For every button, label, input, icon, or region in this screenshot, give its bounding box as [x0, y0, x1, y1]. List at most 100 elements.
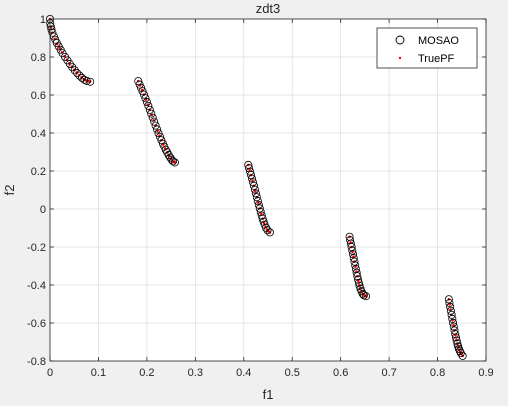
mosao-point — [350, 257, 359, 266]
legend-marker-truepf — [398, 56, 402, 60]
mosao-point — [170, 158, 179, 167]
mosao-point — [456, 349, 465, 358]
mosao-point — [139, 90, 148, 99]
x-tick-label: 0.4 — [236, 367, 251, 379]
mosao-series — [46, 14, 467, 360]
y-axis-label: f2 — [2, 185, 17, 196]
mosao-point — [446, 306, 455, 315]
truepf-point — [454, 333, 457, 337]
mosao-point — [263, 226, 272, 235]
mosao-point — [68, 63, 77, 72]
mosao-point — [446, 302, 455, 311]
truepf-point — [248, 168, 251, 171]
mosao-point — [75, 71, 84, 80]
mosao-point — [155, 132, 164, 141]
chart-title: zdt3 — [256, 1, 281, 16]
legend-label-truepf: TruePF — [418, 53, 455, 65]
mosao-point — [77, 73, 86, 82]
mosao-point — [142, 98, 151, 107]
mosao-point — [153, 125, 162, 134]
legend-marker-mosao — [395, 35, 405, 45]
mosao-point — [451, 333, 460, 342]
mosao-point — [248, 178, 257, 187]
mosao-point — [351, 261, 360, 270]
mosao-point — [258, 214, 267, 223]
truepf-point — [265, 228, 269, 231]
x-tick-label: 0.9 — [478, 367, 493, 379]
mosao-point — [452, 336, 461, 345]
ticks — [49, 18, 487, 362]
mosao-point — [251, 189, 260, 198]
mosao-point — [70, 66, 79, 75]
mosao-point — [169, 157, 178, 166]
mosao-point — [448, 314, 457, 323]
mosao-point — [46, 22, 55, 31]
mosao-point — [349, 250, 358, 259]
mosao-point — [138, 87, 147, 96]
truepf-point — [58, 46, 61, 50]
mosao-point — [48, 28, 57, 37]
mosao-point — [247, 170, 256, 179]
mosao-point — [249, 181, 258, 190]
y-tick-label: 0.8 — [31, 52, 46, 64]
x-tick-label: 0.8 — [430, 367, 445, 379]
mosao-point — [455, 347, 464, 356]
mosao-point — [144, 101, 153, 110]
mosao-point — [257, 211, 266, 220]
y-tick-label: 1 — [40, 14, 46, 26]
mosao-point — [164, 151, 173, 160]
mosao-point — [141, 94, 150, 103]
mosao-point — [145, 105, 154, 114]
y-tick-label: -0.6 — [27, 318, 46, 330]
truepf-point — [257, 201, 260, 205]
mosao-point — [254, 200, 263, 209]
mosao-point — [86, 77, 95, 86]
mosao-point — [362, 292, 371, 301]
mosao-point — [151, 121, 160, 130]
mosao-point — [82, 76, 91, 85]
x-tick-label: 0.7 — [381, 367, 396, 379]
x-tick-label: 0.3 — [188, 367, 203, 379]
y-tick-label: 0.2 — [31, 166, 46, 178]
mosao-point — [348, 246, 357, 255]
mosao-point — [354, 275, 363, 284]
mosao-point — [447, 310, 456, 319]
mosao-point — [157, 136, 166, 145]
mosao-point — [265, 228, 274, 237]
mosao-point — [449, 318, 458, 327]
legend-label-mosao: MOSAO — [418, 35, 459, 47]
mosao-point — [147, 109, 156, 118]
mosao-point — [253, 197, 262, 206]
x-tick-label: 0.2 — [139, 367, 154, 379]
mosao-point — [73, 69, 82, 78]
mosao-point — [47, 25, 56, 34]
truepf-point — [254, 190, 257, 193]
y-tick-label: 0 — [40, 204, 46, 216]
truepf-point — [259, 212, 263, 216]
y-tick-label: -0.8 — [27, 356, 46, 368]
mosao-point — [458, 351, 467, 360]
legend-box — [376, 27, 478, 69]
truepf-point — [251, 179, 254, 182]
y-tick-label: -0.2 — [27, 242, 46, 254]
mosao-point — [445, 299, 454, 308]
x-tick-label: 0.6 — [333, 367, 348, 379]
mosao-point — [248, 174, 257, 183]
mosao-point — [137, 83, 146, 92]
x-tick-label: 0.1 — [91, 367, 106, 379]
plot-area — [50, 19, 486, 361]
truepf-point — [364, 294, 368, 298]
tick-labels: 0 0.1 0.2 0.3 0.4 0.5 0.6 0.7 0.8 0.9 -0.8 -0.6 -0.4… — [27, 14, 494, 379]
y-tick-label: 0.4 — [31, 128, 46, 140]
mosao-point — [148, 113, 157, 122]
mosao-point — [354, 278, 363, 287]
mosao-point — [444, 295, 453, 304]
y-tick-label: 0.6 — [31, 90, 46, 102]
mosao-point — [349, 254, 358, 263]
mosao-point — [134, 77, 143, 86]
legend[interactable]: MOSAO TruePF — [376, 27, 478, 69]
x-tick-label: 0.5 — [285, 367, 300, 379]
x-axis-label: f1 — [263, 387, 274, 402]
